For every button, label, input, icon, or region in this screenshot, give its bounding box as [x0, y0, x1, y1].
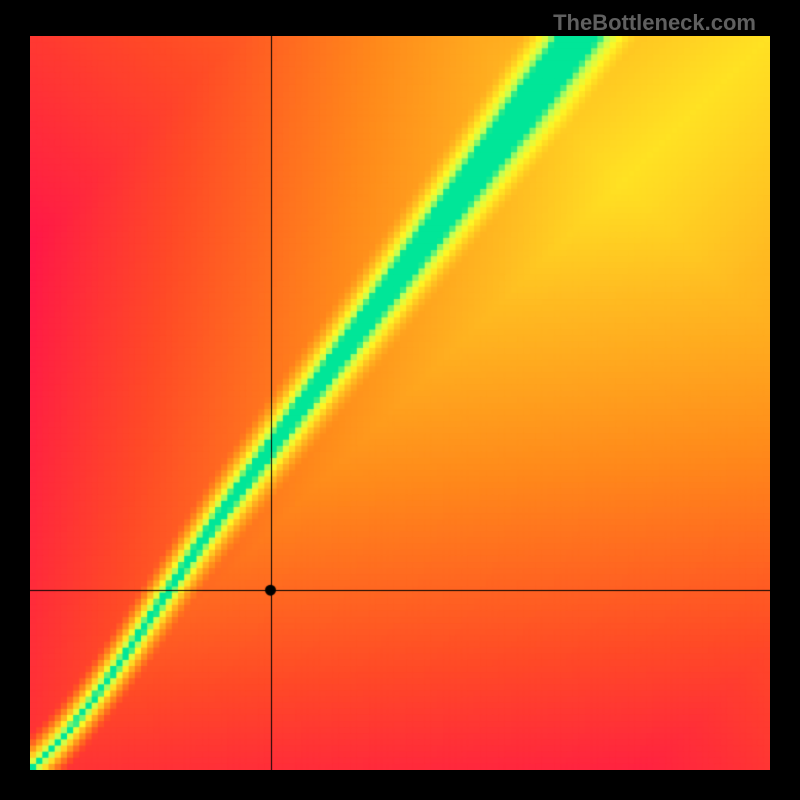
bottleneck-heatmap [30, 36, 770, 770]
watermark-text: TheBottleneck.com [553, 10, 756, 36]
